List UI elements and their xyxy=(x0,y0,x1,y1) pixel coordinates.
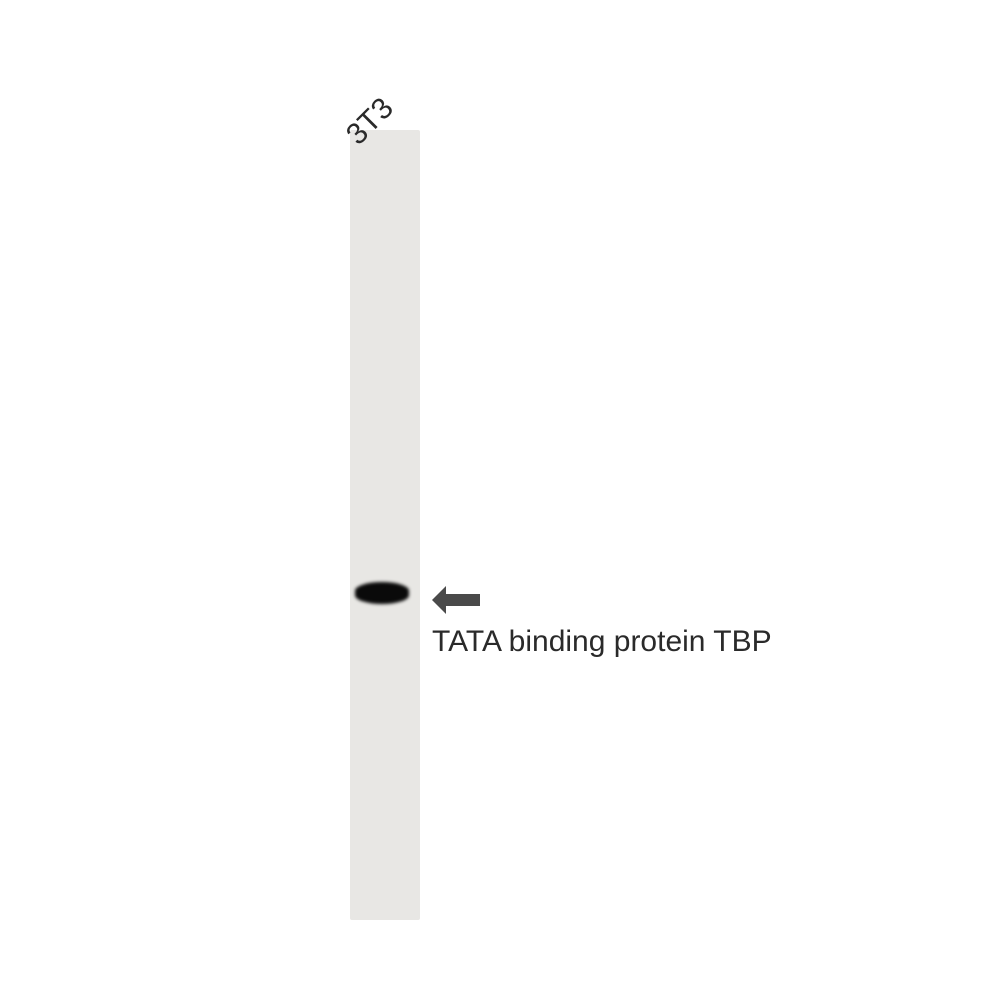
band-annotation: TATA binding protein TBP xyxy=(432,625,772,659)
blot-lane xyxy=(350,130,420,920)
protein-band xyxy=(355,582,409,604)
arrow-head-icon xyxy=(432,586,446,614)
arrow-shaft xyxy=(446,594,480,606)
band-arrow xyxy=(432,586,480,614)
